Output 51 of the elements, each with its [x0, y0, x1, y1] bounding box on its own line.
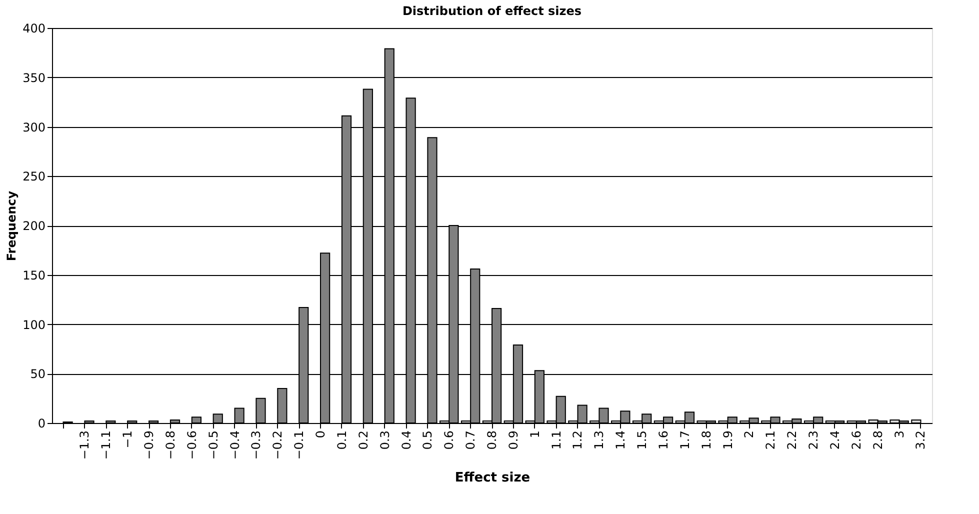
x-tick-label: −1: [120, 430, 135, 448]
x-tick-label: 1.1: [549, 430, 564, 450]
x-tick-label: 2: [742, 430, 756, 438]
x-tick-label: 1: [528, 430, 542, 438]
x-tick-label: −0.4: [228, 430, 242, 460]
x-tick-label: −0.2: [270, 430, 285, 460]
x-tick-label: 0.2: [356, 430, 370, 450]
x-tick-label: 3.2: [914, 430, 928, 450]
x-tick-label: −0.8: [163, 430, 178, 460]
x-tick-label: 1.4: [614, 430, 628, 450]
x-tick-label: −1.1: [99, 430, 114, 460]
x-tick-label: 2.4: [828, 430, 842, 450]
chart-title: Distribution of effect sizes: [402, 4, 582, 18]
x-tick-label: 2.8: [870, 430, 885, 450]
x-tick-label: 1.7: [678, 430, 692, 450]
x-tick-label: 0.1: [334, 430, 349, 450]
x-tick-label: 2.6: [849, 430, 864, 450]
x-tick-label: 2.1: [764, 430, 778, 450]
x-tick-label: −1.3: [78, 430, 92, 460]
x-axis-title: Effect size: [454, 470, 530, 486]
x-tick-label: 0.4: [399, 430, 414, 450]
x-tick-label: 1.2: [570, 430, 585, 450]
x-tick-label: −0.1: [292, 430, 306, 460]
y-tick-label: 100: [22, 318, 46, 332]
y-tick-label: 350: [22, 70, 46, 85]
x-tick-label: 1.5: [635, 430, 650, 450]
x-tick-label: 2.3: [806, 430, 821, 450]
x-tick-label: 1.6: [656, 430, 670, 450]
x-tick-label: −0.6: [184, 430, 199, 460]
y-tick-label: 250: [22, 170, 46, 184]
y-axis-title: Frequency: [4, 190, 19, 262]
x-tick-label: −0.9: [142, 430, 156, 460]
x-tick-label: −0.5: [206, 430, 220, 460]
x-tick-label: 1.8: [699, 430, 714, 450]
x-tick-label: 0.8: [485, 430, 499, 450]
y-tick-label: 300: [22, 120, 46, 134]
y-tick-label: 400: [22, 22, 46, 36]
x-tick-label: 0: [314, 430, 328, 438]
x-tick-label: 0.9: [506, 430, 520, 450]
x-tick-label: 0.5: [420, 430, 435, 450]
x-tick-label: 0.7: [464, 430, 478, 450]
x-tick-label: −0.3: [249, 430, 264, 460]
y-tick-label: 200: [22, 219, 46, 233]
x-tick-label: 2.2: [785, 430, 800, 450]
x-tick-label: 1.3: [592, 430, 606, 450]
y-tick-label: 50: [30, 367, 46, 382]
x-tick-label: 3: [892, 430, 906, 438]
y-tick-label: 150: [22, 268, 46, 282]
x-tick-label: 1.9: [720, 430, 735, 450]
x-tick-label: 0.6: [442, 430, 456, 450]
x-tick-label: 0.3: [378, 430, 392, 450]
